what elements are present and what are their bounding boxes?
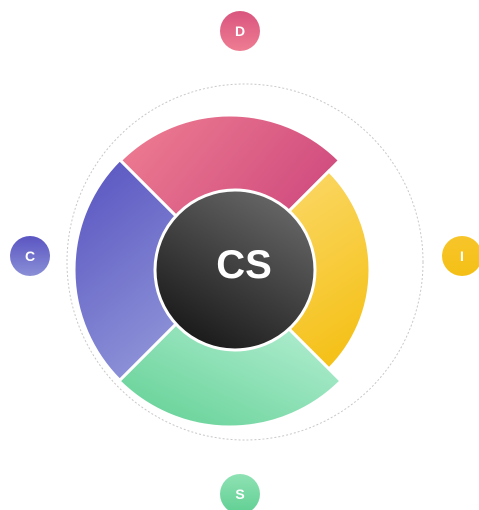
- segments: [72, 113, 372, 429]
- center-label: CS: [216, 243, 272, 287]
- node-label: I: [460, 248, 464, 264]
- node-badge: [442, 236, 479, 276]
- node-label: S: [235, 486, 244, 502]
- badges: D I S C: [10, 11, 479, 510]
- node-badge: [10, 236, 50, 276]
- center-circle: [153, 188, 317, 352]
- node-badge: [220, 11, 260, 51]
- node-label: D: [235, 23, 245, 39]
- node-label: C: [25, 248, 35, 264]
- orbit: [66, 83, 424, 441]
- node-badge: [220, 474, 260, 510]
